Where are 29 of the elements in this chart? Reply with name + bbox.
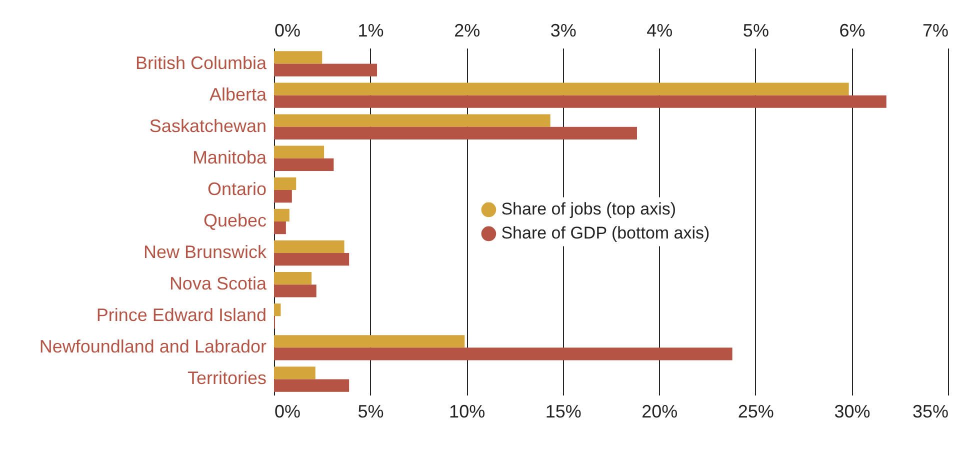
x2-tick-label: 0%	[274, 20, 301, 40]
x-tick-label: 0%	[274, 402, 301, 422]
x-tick-label: 5%	[358, 402, 384, 422]
y-tick-label: Ontario	[207, 178, 266, 199]
x2-tick-label: 6%	[839, 20, 866, 40]
y-tick-label: British Columbia	[135, 52, 268, 73]
x2-tick-label: 7%	[922, 20, 948, 40]
y-tick-label: Saskatchewan	[149, 116, 266, 136]
y-tick-label: New Brunswick	[143, 242, 268, 262]
y-tick-label: Nova Scotia	[169, 274, 268, 294]
y-tick-label: Newfoundland and Labrador	[39, 336, 267, 357]
x-tick-label: 25%	[738, 402, 774, 422]
x2-tick-label: 4%	[646, 20, 673, 40]
y-tick-label: Territories	[187, 368, 266, 388]
legend-label: Share of jobs (top axis)	[501, 200, 676, 219]
legend-label: Share of GDP (bottom axis)	[501, 224, 710, 243]
x-tick-label: 10%	[449, 402, 486, 422]
y-tick-label: Manitoba	[192, 147, 268, 168]
x-tick-label: 30%	[834, 402, 870, 422]
x2-tick-label: 2%	[454, 20, 480, 40]
x-tick-label: 35%	[912, 402, 948, 422]
y-tick-label: Prince Edward Island	[96, 305, 266, 326]
y-tick-label: Quebec	[203, 210, 266, 230]
x2-tick-label: 1%	[358, 20, 384, 40]
y-tick-label: Alberta	[209, 84, 268, 104]
x2-tick-label: 5%	[742, 20, 769, 40]
x2-tick-label: 3%	[550, 20, 576, 40]
x-tick-label: 15%	[545, 402, 582, 422]
x-tick-label: 20%	[642, 402, 678, 422]
